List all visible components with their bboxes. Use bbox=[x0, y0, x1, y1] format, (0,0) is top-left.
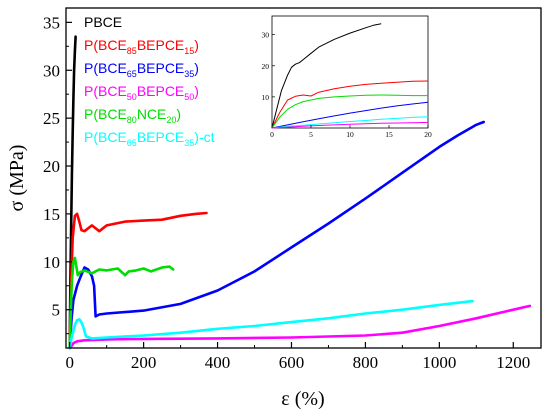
legend-text-part: 65 bbox=[127, 138, 137, 148]
series-line-p-bce50bepce50 bbox=[68, 304, 532, 350]
inset-y-tick-label: 30 bbox=[262, 31, 270, 40]
y-tick-label: 35 bbox=[43, 13, 60, 32]
y-axis-title: σ (MPa) bbox=[6, 145, 28, 212]
x-tick-label: 1200 bbox=[496, 353, 530, 372]
legend-text-part: ) bbox=[194, 83, 199, 99]
x-tick-label: 1000 bbox=[422, 353, 456, 372]
legend-text-part: 15 bbox=[184, 46, 194, 56]
legend-text-part: 50 bbox=[184, 92, 194, 102]
legend-entry-p-bce50bepce50: P(BCE50BEPCE50) bbox=[84, 83, 199, 102]
legend-text-part: ) bbox=[194, 37, 199, 53]
inset-x-tick-label: 15 bbox=[385, 130, 393, 139]
legend-text-part: BEPCE bbox=[137, 83, 184, 99]
legend-text-part: P(BCE bbox=[84, 60, 127, 76]
legend-text-part: BEPCE bbox=[137, 129, 184, 145]
x-tick-label: 600 bbox=[279, 353, 305, 372]
legend-text-part: P(BCE bbox=[84, 129, 127, 145]
y-tick-label: 20 bbox=[43, 157, 60, 176]
legend-text-part: P(BCE bbox=[84, 37, 127, 53]
series-line-p-bce85bepce15 bbox=[68, 211, 208, 350]
inset-series-line-p-bce65bepce35-ct bbox=[271, 116, 429, 129]
series-line-p-bce65bepce35 bbox=[68, 120, 486, 350]
legend-text-part: )-ct bbox=[194, 129, 214, 145]
x-tick-label: 800 bbox=[353, 353, 379, 372]
inset-x-tick-label: 5 bbox=[309, 130, 313, 139]
legend-text-part: PBCE bbox=[84, 14, 122, 30]
inset-series-line-p-bce50bepce50 bbox=[271, 121, 429, 129]
legend-entry-pbce: PBCE bbox=[84, 14, 122, 30]
legend-entry-p-bce80nce20: P(BCE80NCE20) bbox=[84, 106, 181, 125]
legend-entry-p-bce65bepce35: P(BCE65BEPCE35) bbox=[84, 60, 199, 79]
x-tick-label: 400 bbox=[205, 353, 231, 372]
y-tick-label: 30 bbox=[43, 61, 60, 80]
x-axis-title: ε (%) bbox=[281, 388, 324, 410]
inset-series-line-p-bce85bepce15 bbox=[271, 80, 429, 129]
y-tick-label: 15 bbox=[43, 205, 60, 224]
legend: PBCEP(BCE85BEPCE15)P(BCE65BEPCE35)P(BCE5… bbox=[84, 14, 215, 148]
y-tick-label: 5 bbox=[52, 301, 61, 320]
legend-text-part: BEPCE bbox=[137, 37, 184, 53]
legend-text-part: P(BCE bbox=[84, 106, 127, 122]
legend-text-part: 20 bbox=[166, 115, 176, 125]
inset-x-tick-label: 10 bbox=[346, 130, 354, 139]
legend-text-part: 35 bbox=[184, 138, 194, 148]
inset-y-tick-label: 10 bbox=[262, 93, 270, 102]
inset-x-tick-label: 20 bbox=[424, 130, 432, 139]
x-tick-label: 200 bbox=[131, 353, 157, 372]
inset-series-line-p-bce80nce20 bbox=[271, 94, 428, 129]
y-tick-label: 25 bbox=[43, 109, 60, 128]
legend-text-part: NCE bbox=[137, 106, 167, 122]
series-line-p-bce65bepce35-ct bbox=[68, 299, 474, 350]
legend-text-part: 50 bbox=[127, 92, 137, 102]
legend-text-part: 65 bbox=[127, 69, 137, 79]
series-line-p-bce80nce20 bbox=[68, 256, 175, 350]
inset-x-tick-label: 0 bbox=[270, 130, 274, 139]
x-tick-label: 0 bbox=[65, 353, 74, 372]
inset-frame bbox=[271, 15, 429, 129]
legend-entry-p-bce65bepce35-ct: P(BCE65BEPCE35)-ct bbox=[84, 129, 215, 148]
legend-text-part: 80 bbox=[127, 115, 137, 125]
inset-series-line-p-bce65bepce35 bbox=[271, 101, 429, 129]
legend-text-part: BEPCE bbox=[137, 60, 184, 76]
legend-entry-p-bce85bepce15: P(BCE85BEPCE15) bbox=[84, 37, 199, 56]
legend-text-part: P(BCE bbox=[84, 83, 127, 99]
inset-series-line-pbce bbox=[271, 23, 382, 129]
plot-frame bbox=[65, 7, 542, 349]
legend-text-part: 85 bbox=[127, 46, 137, 56]
y-tick-label: 10 bbox=[43, 253, 60, 272]
legend-text-part: ) bbox=[176, 106, 181, 122]
inset-y-tick-label: 20 bbox=[262, 62, 270, 71]
inset-chart: 0 5 10 15 20 10 20 30 bbox=[262, 15, 432, 139]
legend-text-part: 35 bbox=[184, 69, 194, 79]
legend-text-part: ) bbox=[194, 60, 199, 76]
